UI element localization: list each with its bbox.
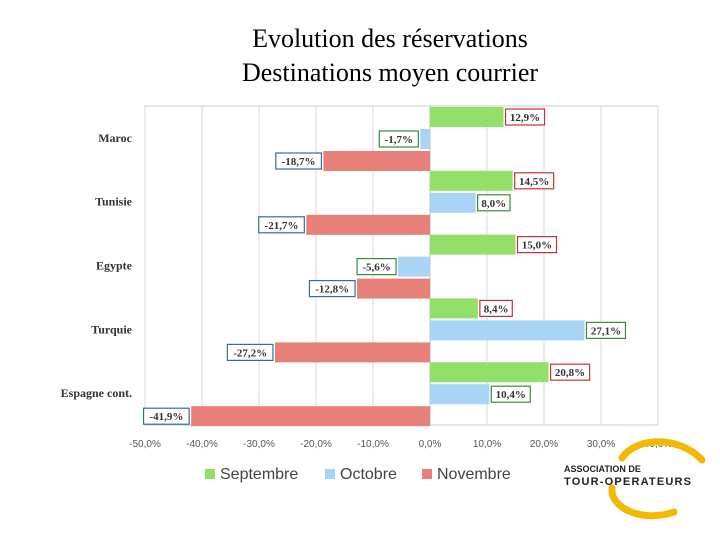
x-tick-label: -30,0% (243, 439, 275, 450)
data-label-box (479, 299, 513, 317)
data-label: -1,7% (385, 134, 413, 146)
bar-septembre (430, 234, 516, 255)
bar-octobre (398, 256, 430, 277)
data-label: 27,1% (591, 325, 621, 337)
x-tick-label: -10,0% (357, 439, 389, 450)
category-label: Egypte (96, 259, 133, 273)
data-label-box (504, 108, 546, 126)
logo-text-line2: TOUR-OPERATEURS (564, 476, 692, 488)
data-label-box (516, 236, 558, 254)
chart-title-line1: Evolution des réservations (252, 24, 528, 53)
data-label-box (585, 321, 627, 339)
x-tick-label: -20,0% (300, 439, 332, 450)
bar-octobre (430, 192, 476, 213)
bar-novembre (323, 151, 430, 171)
legend-swatch-novembre (422, 469, 432, 479)
data-label-box (226, 343, 274, 361)
data-label: 15,0% (522, 240, 552, 252)
bar-octobre (430, 384, 490, 405)
x-tick-label: -50,0% (129, 439, 161, 450)
bar-novembre (274, 342, 430, 363)
legend-label: Septembre (220, 466, 298, 483)
bar-novembre (357, 278, 430, 299)
logo-text-line1: ASSOCIATION DE (564, 464, 641, 474)
data-label-box (308, 280, 356, 298)
data-label-box (378, 130, 419, 148)
data-label-box (275, 152, 323, 170)
logo-swoosh-top (618, 438, 706, 464)
x-tick-label: 0,0% (419, 439, 442, 450)
data-label: -12,8% (315, 284, 349, 296)
bar-septembre (430, 107, 504, 127)
data-label-box (490, 385, 531, 403)
category-label: Espagne cont. (61, 386, 132, 400)
legend-label: Novembre (437, 466, 511, 483)
data-label-box (549, 363, 591, 381)
data-label: -18,7% (282, 156, 316, 168)
data-label: 8,0% (481, 198, 506, 210)
data-label: 10,4% (496, 389, 526, 401)
legend-swatch-octobre (325, 469, 335, 479)
data-label-box (477, 194, 511, 212)
bar-novembre (306, 214, 430, 235)
data-label-box (356, 258, 397, 276)
data-label: -27,2% (233, 347, 267, 359)
category-label: Turquie (91, 322, 132, 336)
bar-octobre (430, 320, 585, 341)
x-tick-label: 20,0% (530, 439, 558, 450)
association-logo: ASSOCIATION DE TOUR-OPERATEURS (564, 438, 706, 520)
data-label: 12,9% (510, 112, 540, 124)
x-tick-label: 10,0% (473, 439, 501, 450)
data-label: 20,8% (555, 367, 585, 379)
bar-novembre (191, 406, 430, 427)
legend-swatch-septembre (205, 469, 215, 479)
x-tick-label: -40,0% (186, 439, 218, 450)
data-label: 14,5% (519, 176, 549, 188)
data-label: 8,4% (484, 303, 509, 315)
data-label-box (514, 172, 555, 190)
bar-septembre (430, 170, 513, 191)
data-label-box (258, 216, 305, 234)
logo-swoosh-bottom (608, 484, 678, 520)
data-label-box (142, 407, 190, 425)
data-label: -21,7% (265, 220, 299, 232)
category-label: Tunisie (95, 195, 133, 209)
legend-label: Octobre (340, 466, 397, 483)
bar-septembre (430, 298, 478, 319)
bar-octobre (420, 129, 430, 149)
data-label: -41,9% (149, 411, 183, 423)
x-tick-label: 30,0% (587, 439, 615, 450)
data-label: -5,6% (362, 262, 390, 274)
chart-title-line2: Destinations moyen courrier (241, 58, 539, 87)
category-label: Maroc (98, 131, 132, 145)
bar-septembre (430, 362, 549, 383)
